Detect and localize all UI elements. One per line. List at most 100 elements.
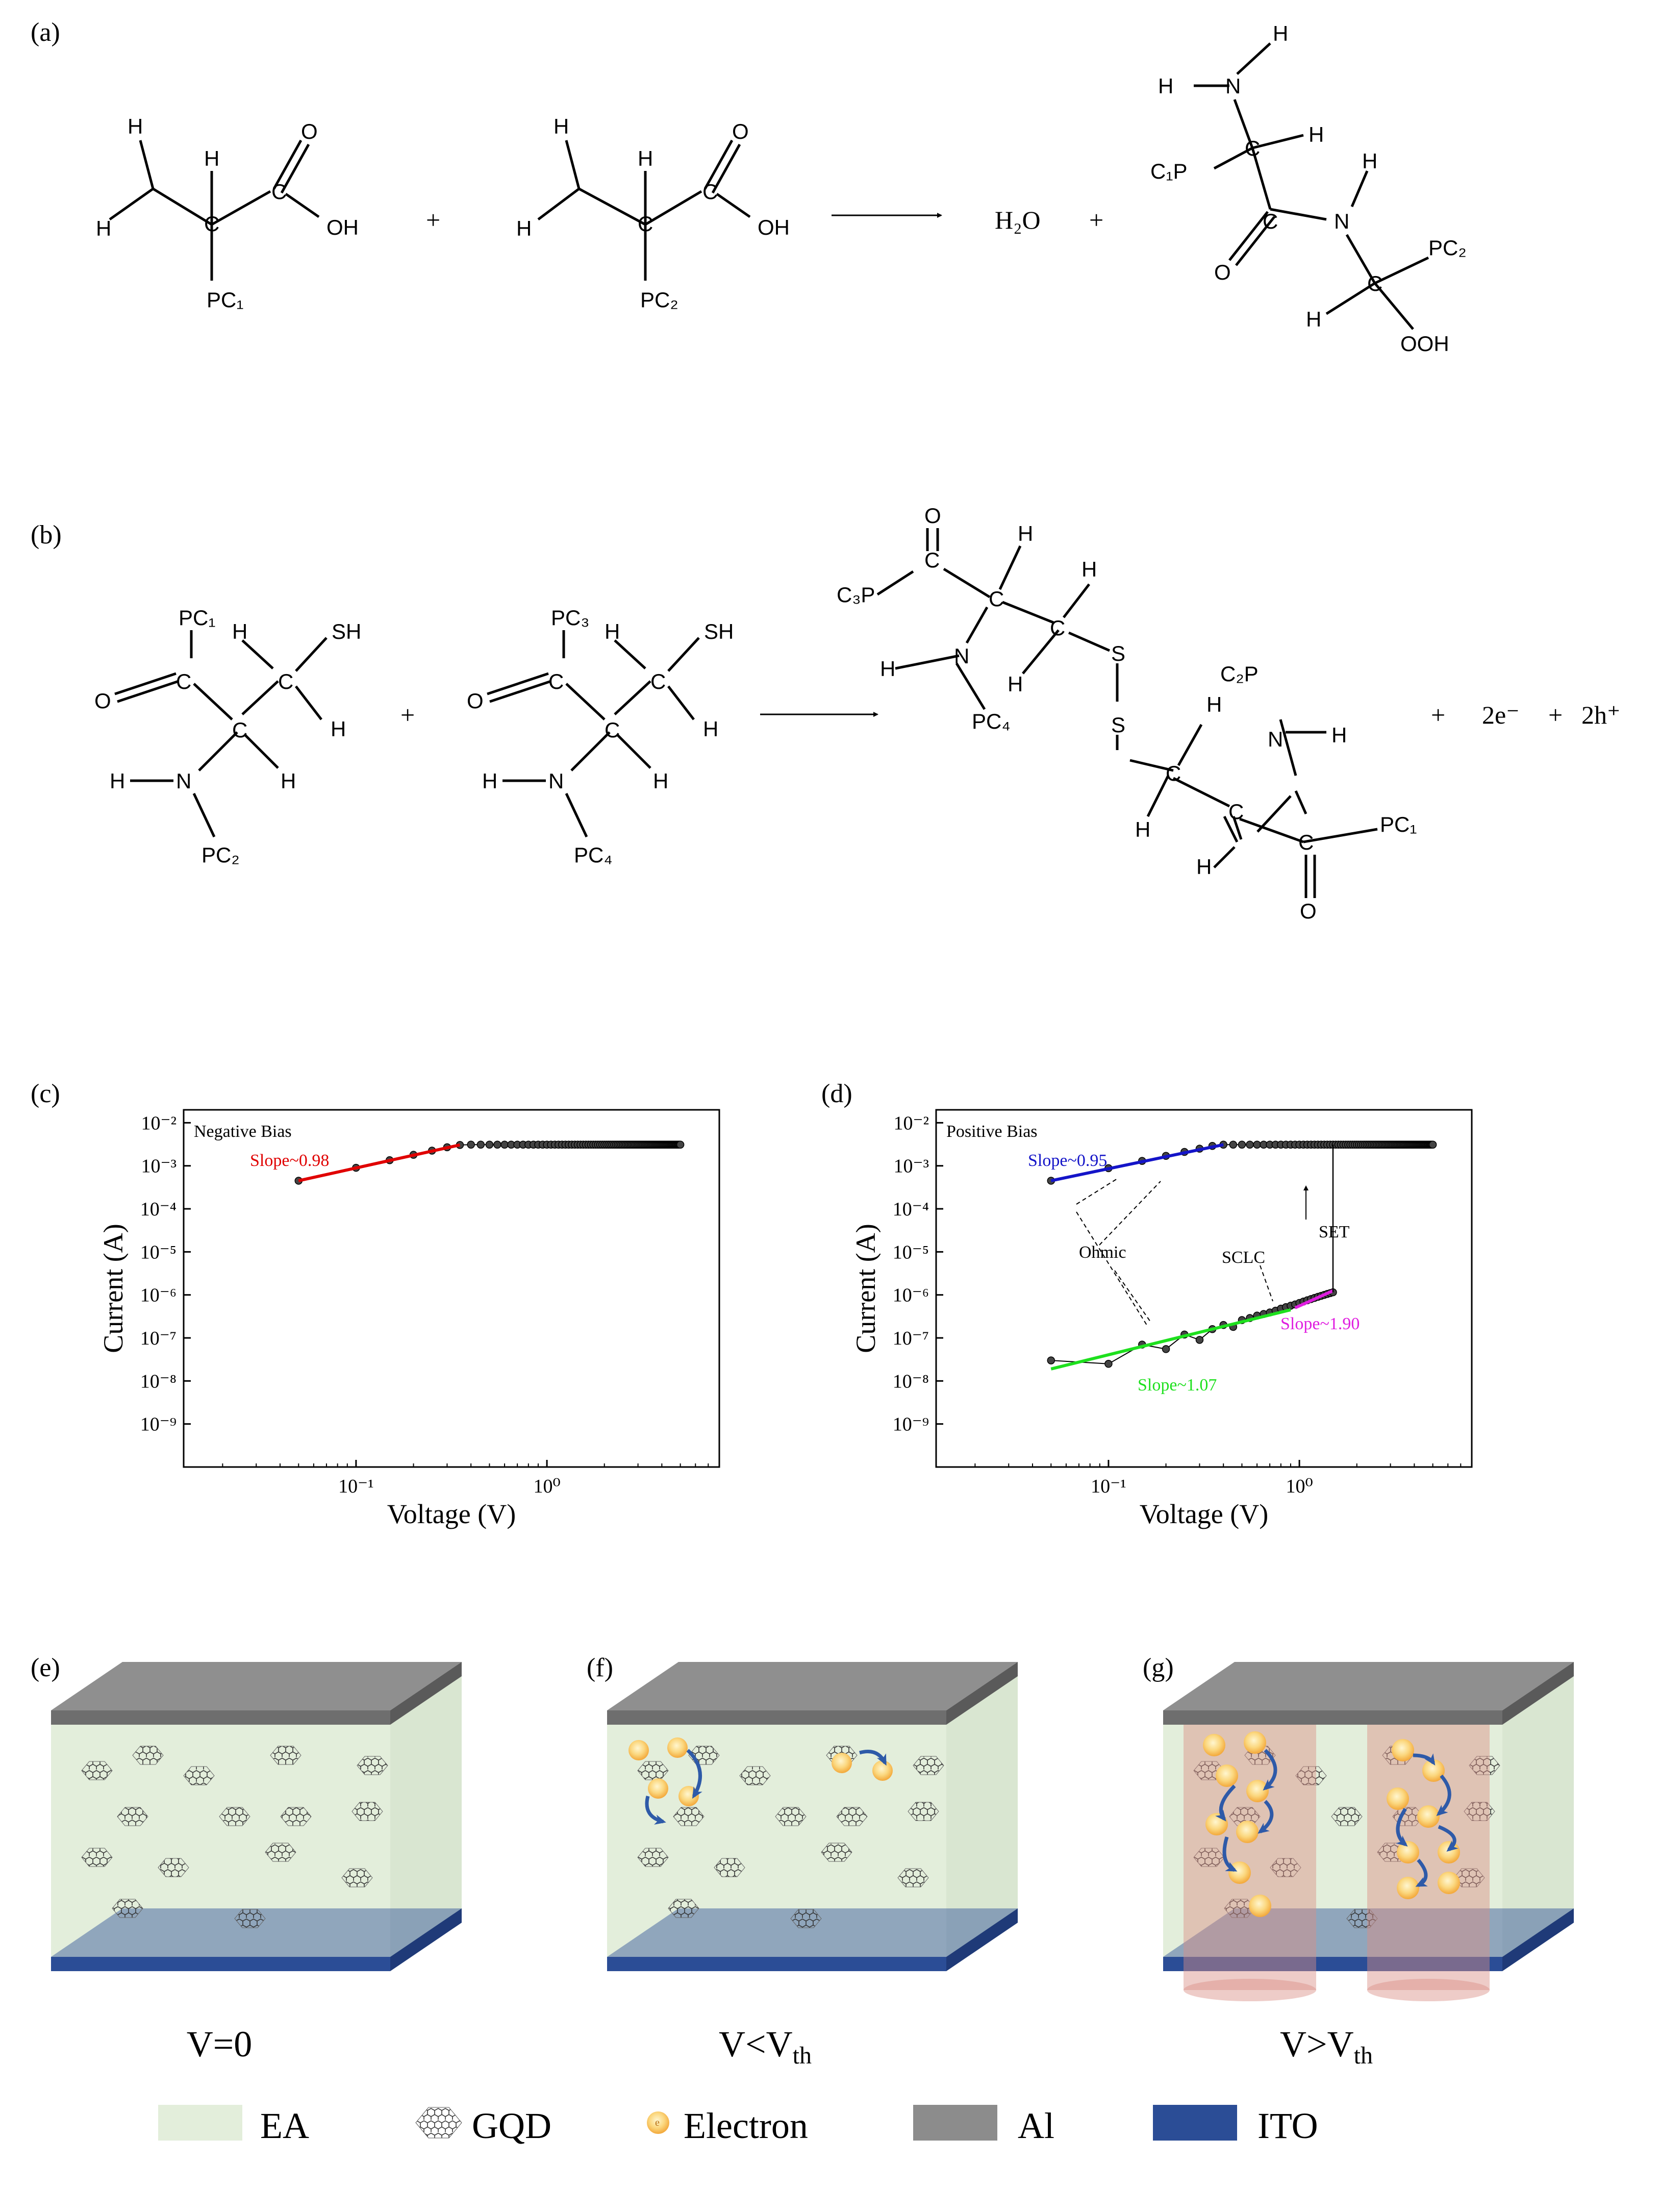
electron (1387, 1787, 1409, 1810)
ea-side-face (1502, 1676, 1574, 1965)
svg-text:N: N (548, 769, 564, 793)
gqd-flake (158, 1858, 189, 1877)
plot-frame (183, 1109, 720, 1468)
svg-text:PC₂: PC₂ (1428, 236, 1467, 260)
y-tick-label: 10⁻⁶ (893, 1285, 929, 1306)
svg-text:N: N (1268, 727, 1283, 751)
svg-text:O: O (732, 119, 749, 143)
gqd-flake (1229, 1807, 1261, 1826)
svg-text:H: H (128, 114, 143, 138)
svg-text:S: S (1111, 641, 1125, 665)
gqd-flake (219, 1807, 250, 1826)
svg-text:H: H (516, 216, 532, 240)
x-axis-label: Voltage (V) (387, 1499, 516, 1529)
svg-text:N: N (176, 769, 191, 793)
electron (1417, 1805, 1440, 1828)
ito-top-face (51, 1908, 462, 1957)
gqd-flake (81, 1848, 113, 1867)
gqd-flake (836, 1807, 868, 1826)
svg-text:H: H (281, 769, 296, 793)
electron (1438, 1872, 1460, 1894)
svg-text:H: H (1158, 74, 1173, 98)
x-tick-label: 10⁰ (1286, 1476, 1313, 1497)
gqd-flake (81, 1761, 113, 1780)
series-line (298, 1144, 681, 1181)
gqd-flake (1464, 1802, 1495, 1821)
svg-text:H: H (110, 769, 125, 793)
svg-text:H: H (1081, 557, 1097, 581)
svg-text:PC₃: PC₃ (551, 606, 589, 630)
svg-text:C: C (1298, 830, 1314, 854)
electron (1249, 1895, 1271, 1917)
data-point (485, 1140, 494, 1149)
ito-front-face (607, 1957, 946, 1971)
svg-text:C: C (605, 718, 620, 742)
hopping-arrow (645, 1796, 666, 1825)
data-point (1428, 1140, 1437, 1149)
holes-label: 2h⁺ (1581, 701, 1620, 729)
svg-text:H: H (605, 619, 620, 643)
data-point (1162, 1345, 1170, 1353)
svg-text:PC₁: PC₁ (1380, 812, 1417, 836)
svg-text:O: O (94, 689, 111, 713)
gqd-flake (132, 1746, 164, 1765)
annotation-sclc: SCLC (1222, 1248, 1265, 1267)
svg-text:C: C (278, 669, 293, 693)
annotation-slope-magenta: Slope~1.90 (1280, 1314, 1360, 1333)
svg-text:H: H (880, 657, 895, 681)
ito-side-face (1502, 1908, 1574, 1971)
fit-line (1050, 1308, 1291, 1371)
y-tick-label: 10⁻⁵ (140, 1241, 177, 1263)
y-tick-label: 10⁻⁴ (140, 1199, 177, 1220)
svg-text:C₂P: C₂P (1220, 662, 1259, 686)
hopping-arrow (859, 1750, 887, 1766)
gqd-flake (1270, 1858, 1301, 1877)
data-point (1253, 1140, 1261, 1149)
hopping-arrow (1413, 1753, 1436, 1766)
panel-label-a: (a) (31, 18, 60, 47)
device-schematic-v0 (51, 1662, 462, 1971)
svg-text:C: C (232, 718, 247, 742)
gqd-flake (270, 1746, 301, 1765)
series-line (1051, 1144, 1433, 1181)
al-front-face (607, 1710, 946, 1725)
gqd-flake (357, 1756, 388, 1775)
gqd-flake (341, 1868, 373, 1887)
panel-label-f: (f) (587, 1653, 613, 1682)
electrons-label: 2e⁻ (1482, 701, 1520, 729)
svg-text:H: H (1309, 122, 1324, 146)
svg-text:H: H (1206, 692, 1222, 716)
caption-g: V>Vth (1280, 2024, 1373, 2069)
data-point (1238, 1140, 1246, 1149)
svg-text:C: C (989, 587, 1004, 611)
svg-text:C: C (1050, 616, 1065, 640)
svg-text:C: C (1166, 761, 1181, 785)
gqd-flake (775, 1807, 807, 1826)
svg-text:H: H (1306, 307, 1321, 331)
annotation-ohmic: Ohmic (1079, 1243, 1126, 1262)
svg-text:S: S (1111, 713, 1125, 737)
gqd-flake (234, 1909, 266, 1928)
svg-text:PC₁: PC₁ (207, 288, 244, 312)
ea-side-face (390, 1676, 462, 1965)
data-point (676, 1140, 685, 1149)
svg-text:H: H (1273, 21, 1288, 45)
data-point (476, 1140, 485, 1149)
hopping-arrow (1257, 1800, 1274, 1834)
svg-text:O: O (1300, 899, 1317, 923)
electron (1438, 1841, 1460, 1863)
hopping-arrow (686, 1749, 702, 1799)
plus-b-1: + (400, 701, 415, 729)
panel-label-g: (g) (1143, 1653, 1174, 1682)
legend: EA GQD e Electron Al ITO (158, 2105, 1318, 2146)
annotation-slope-blue: Slope~0.95 (1028, 1151, 1107, 1170)
y-tick-label: 10⁻⁴ (893, 1199, 929, 1220)
svg-text:O: O (924, 504, 941, 528)
svg-text:C: C (271, 180, 287, 204)
y-axis-label: Current (A) (98, 1224, 129, 1353)
plot-frame (935, 1109, 1473, 1468)
y-tick-label: 10⁻⁷ (893, 1328, 929, 1349)
svg-text:C: C (924, 548, 940, 572)
electron (628, 1740, 649, 1760)
svg-text:H: H (1018, 521, 1033, 545)
